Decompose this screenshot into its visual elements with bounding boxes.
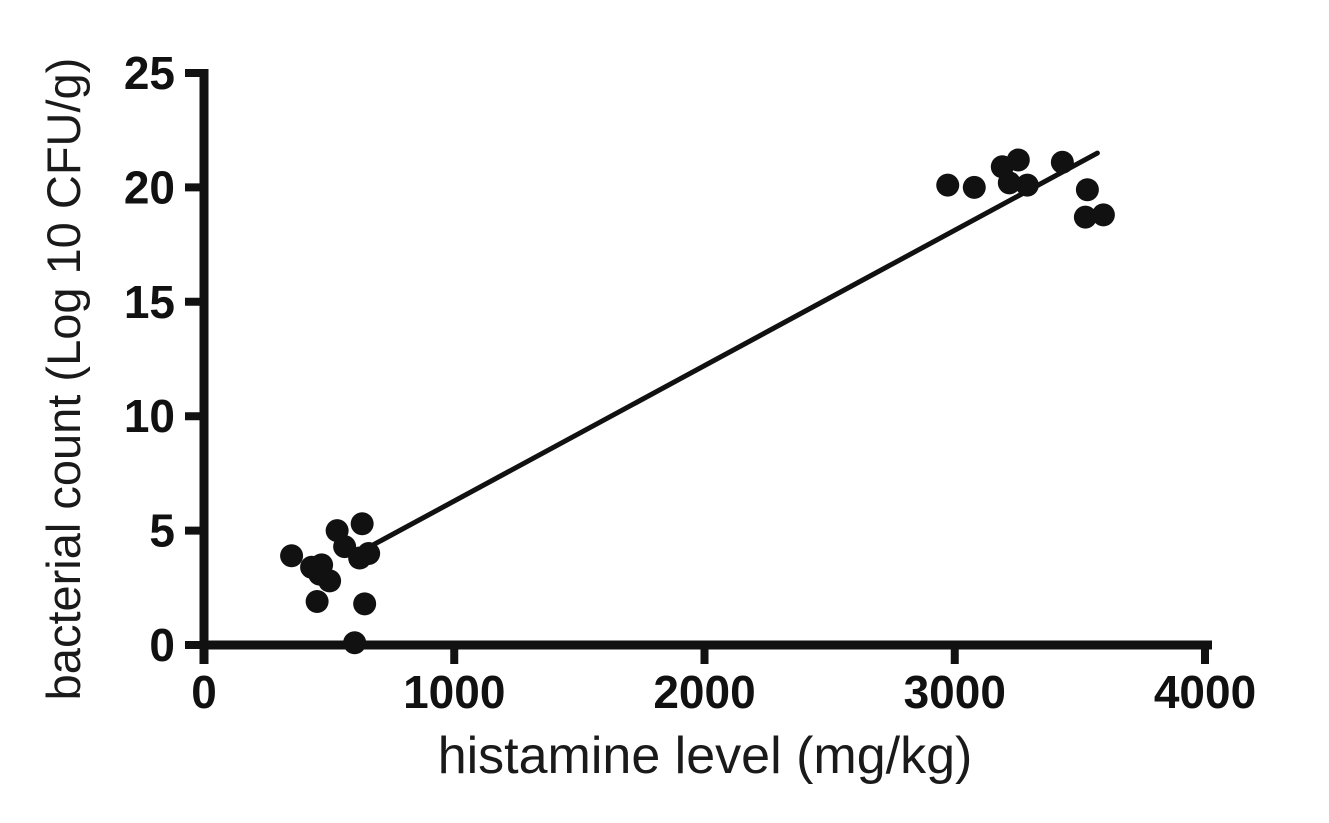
data-point	[1075, 178, 1099, 202]
data-point	[350, 512, 374, 536]
data-point	[962, 175, 986, 199]
x-tick-label: 2000	[653, 666, 755, 718]
y-axis-title: bacterial count (Log 10 CFU/g)	[37, 58, 90, 701]
y-tick-label: 25	[124, 47, 175, 99]
y-tick-label: 20	[124, 161, 175, 213]
x-axis-title: histamine level (mg/kg)	[438, 727, 973, 785]
data-point	[318, 569, 342, 593]
data-point	[1006, 148, 1030, 172]
y-tick-label: 10	[124, 390, 175, 442]
data-point	[936, 173, 960, 197]
data-point	[343, 631, 367, 655]
y-tick-label: 15	[124, 276, 175, 328]
y-tick-label: 5	[149, 505, 175, 557]
data-point	[305, 590, 329, 614]
plot-layer: 0 1000 2000 3000 4000 0 5 10 15 20 25	[124, 47, 1256, 718]
data-point	[357, 541, 381, 565]
data-point	[1050, 150, 1074, 174]
x-tick-label: 3000	[904, 666, 1006, 718]
data-point	[280, 544, 304, 568]
trend-line	[371, 150, 1100, 547]
data-point	[1091, 203, 1115, 227]
x-tick-label: 4000	[1154, 666, 1256, 718]
data-point	[997, 171, 1021, 195]
data-point	[1015, 173, 1039, 197]
data-point	[1073, 205, 1097, 229]
x-tick-label: 0	[191, 666, 217, 718]
x-tick-label: 1000	[403, 666, 505, 718]
data-point	[353, 592, 377, 616]
y-tick-label: 0	[149, 619, 175, 671]
